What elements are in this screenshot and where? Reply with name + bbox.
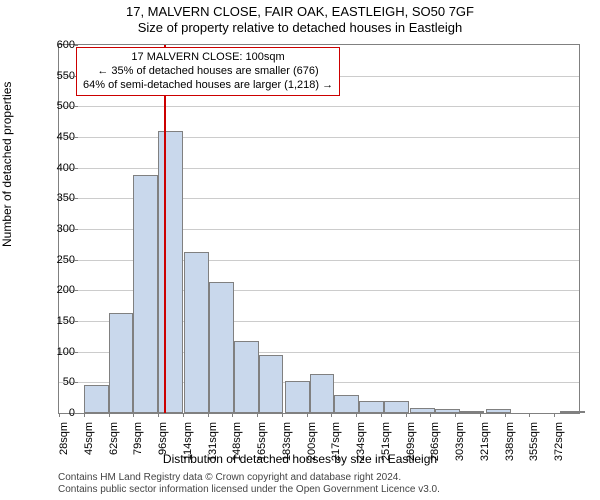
y-tick-label: 250	[49, 254, 75, 266]
y-tick-mark	[74, 198, 78, 199]
x-tick-mark	[307, 413, 308, 417]
plot-area: 28sqm45sqm62sqm79sqm96sqm114sqm131sqm148…	[58, 44, 580, 414]
histogram-bar	[109, 313, 134, 413]
x-tick-mark	[84, 413, 85, 417]
x-tick-mark	[529, 413, 530, 417]
x-tick-mark	[331, 413, 332, 417]
y-tick-mark	[74, 352, 78, 353]
y-tick-label: 100	[49, 346, 75, 358]
histogram-bar	[359, 401, 384, 413]
y-tick-mark	[74, 260, 78, 261]
x-tick-mark	[158, 413, 159, 417]
chart-title-address: 17, MALVERN CLOSE, FAIR OAK, EASTLEIGH, …	[0, 4, 600, 20]
histogram-bar	[234, 341, 259, 413]
attribution-line2: Contains public sector information licen…	[58, 484, 440, 496]
histogram-bar	[334, 395, 359, 413]
histogram-bar	[133, 175, 158, 413]
histogram-bar	[84, 385, 109, 413]
x-tick-mark	[381, 413, 382, 417]
y-tick-mark	[74, 382, 78, 383]
gridline	[59, 168, 579, 169]
x-tick-mark	[208, 413, 209, 417]
x-tick-mark	[480, 413, 481, 417]
y-tick-label: 450	[49, 131, 75, 143]
histogram-bar	[486, 409, 511, 413]
y-tick-mark	[74, 137, 78, 138]
x-tick-mark	[455, 413, 456, 417]
x-tick-mark	[356, 413, 357, 417]
y-tick-label: 550	[49, 70, 75, 82]
x-tick-mark	[183, 413, 184, 417]
y-tick-label: 300	[49, 223, 75, 235]
chart-title-block: 17, MALVERN CLOSE, FAIR OAK, EASTLEIGH, …	[0, 4, 600, 37]
y-tick-mark	[74, 229, 78, 230]
histogram-bar	[209, 282, 234, 413]
y-tick-label: 400	[49, 162, 75, 174]
y-tick-label: 200	[49, 284, 75, 296]
x-tick-mark	[109, 413, 110, 417]
y-axis-label: Number of detached properties	[0, 233, 14, 247]
x-tick-label: 79sqm	[132, 422, 144, 455]
attribution-line1: Contains HM Land Registry data © Crown c…	[58, 472, 440, 484]
y-tick-label: 50	[49, 376, 75, 388]
histogram-bar	[285, 381, 310, 413]
y-tick-label: 500	[49, 100, 75, 112]
histogram-bar	[184, 252, 209, 413]
x-tick-mark	[554, 413, 555, 417]
callout-line2: ← 35% of detached houses are smaller (67…	[83, 65, 333, 79]
marker-line	[164, 45, 166, 413]
histogram-bar	[310, 374, 335, 413]
histogram-bar	[384, 401, 409, 413]
y-tick-label: 350	[49, 192, 75, 204]
x-tick-mark	[257, 413, 258, 417]
x-axis-label: Distribution of detached houses by size …	[0, 452, 600, 466]
y-tick-label: 150	[49, 315, 75, 327]
y-tick-mark	[74, 168, 78, 169]
chart-title-subtitle: Size of property relative to detached ho…	[0, 20, 600, 36]
x-tick-label: 62sqm	[108, 422, 120, 455]
callout-line3: 64% of semi-detached houses are larger (…	[83, 79, 333, 93]
histogram-bar	[560, 411, 585, 413]
y-tick-label: 600	[49, 39, 75, 51]
y-tick-label: 0	[49, 407, 75, 419]
gridline	[59, 137, 579, 138]
x-tick-mark	[282, 413, 283, 417]
y-tick-mark	[74, 106, 78, 107]
x-tick-mark	[406, 413, 407, 417]
attribution-block: Contains HM Land Registry data © Crown c…	[58, 472, 440, 496]
x-tick-mark	[232, 413, 233, 417]
x-tick-mark	[133, 413, 134, 417]
histogram-bar	[259, 355, 284, 413]
callout-line1: 17 MALVERN CLOSE: 100sqm	[83, 51, 333, 65]
y-tick-mark	[74, 290, 78, 291]
y-tick-mark	[74, 321, 78, 322]
x-tick-mark	[430, 413, 431, 417]
gridline	[59, 106, 579, 107]
histogram-bar	[158, 131, 183, 413]
x-tick-mark	[505, 413, 506, 417]
y-tick-mark	[74, 45, 78, 46]
callout-box: 17 MALVERN CLOSE: 100sqm← 35% of detache…	[76, 47, 340, 96]
x-tick-label: 28sqm	[58, 422, 70, 455]
x-tick-label: 45sqm	[83, 422, 95, 455]
y-tick-mark	[74, 413, 78, 414]
x-tick-label: 96sqm	[157, 422, 169, 455]
